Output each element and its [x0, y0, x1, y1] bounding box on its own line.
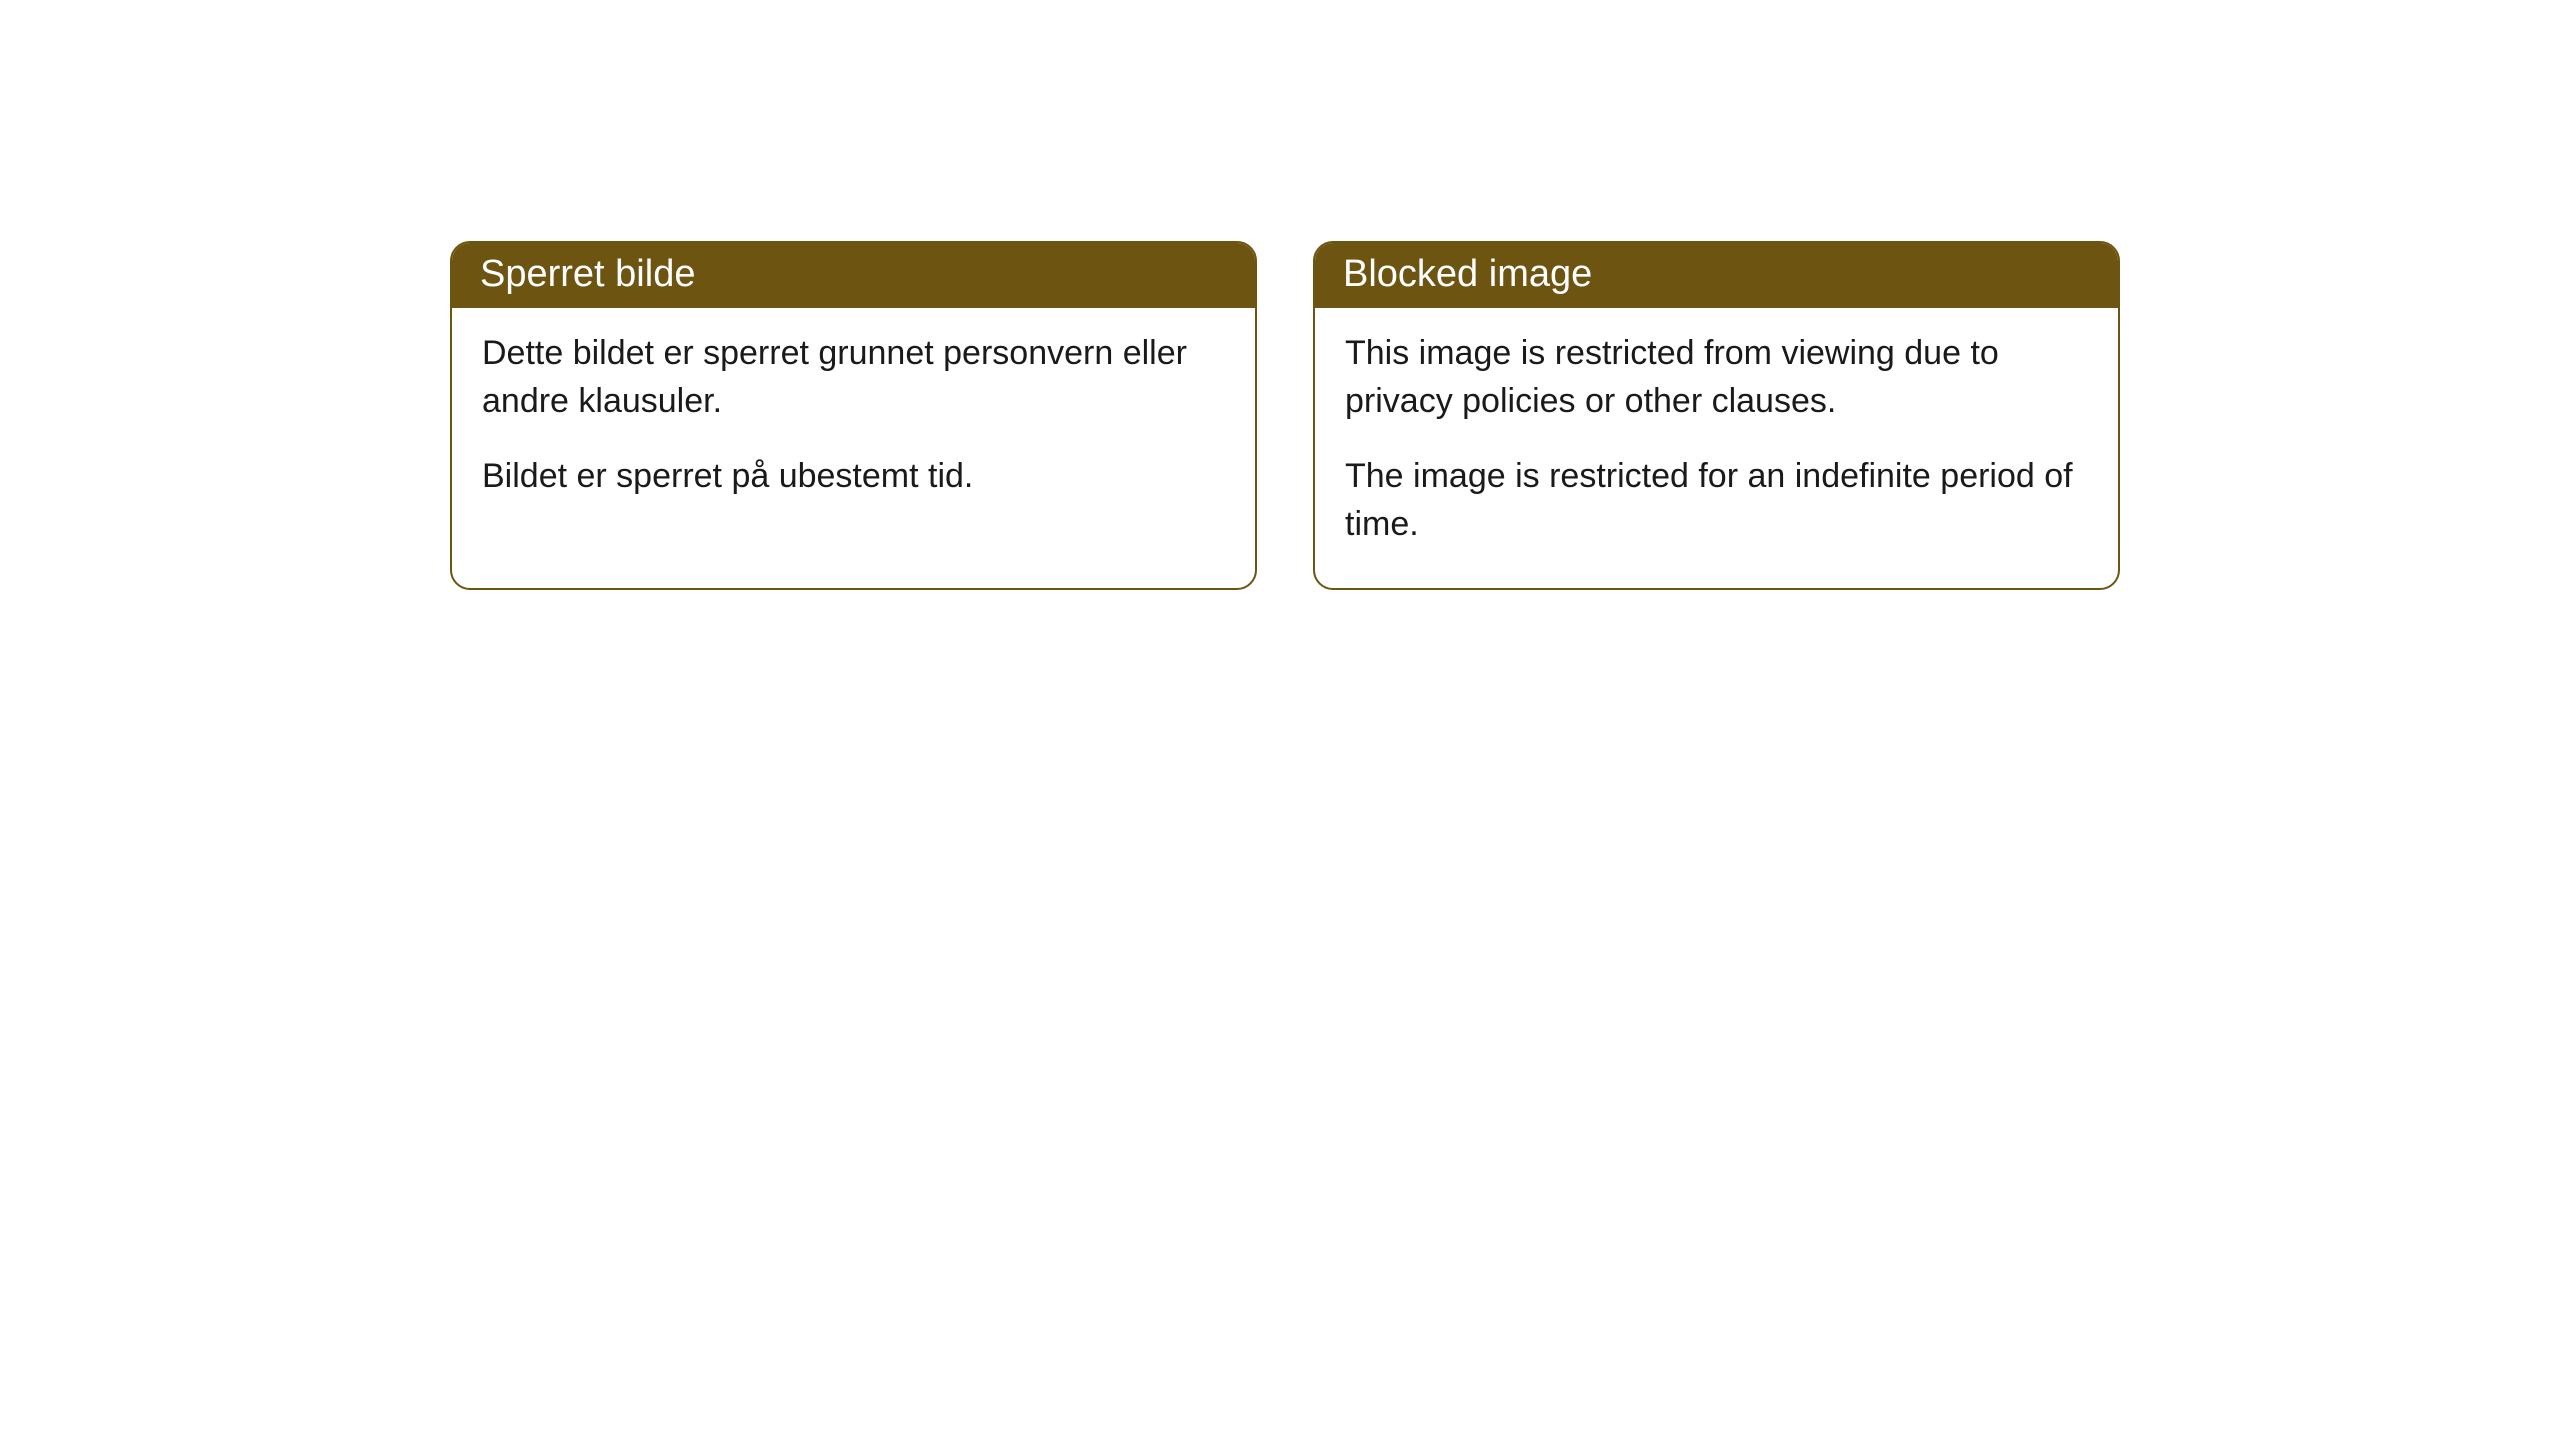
notice-cards-container: Sperret bilde Dette bildet er sperret gr…: [450, 241, 2120, 590]
card-paragraph: Bildet er sperret på ubestemt tid.: [482, 453, 1225, 501]
card-body: Dette bildet er sperret grunnet personve…: [452, 308, 1255, 541]
blocked-image-card-en: Blocked image This image is restricted f…: [1313, 241, 2120, 590]
card-paragraph: This image is restricted from viewing du…: [1345, 330, 2088, 425]
card-title: Sperret bilde: [480, 253, 695, 295]
card-paragraph: Dette bildet er sperret grunnet personve…: [482, 330, 1225, 425]
card-header: Blocked image: [1315, 243, 2118, 308]
card-header: Sperret bilde: [452, 243, 1255, 308]
blocked-image-card-no: Sperret bilde Dette bildet er sperret gr…: [450, 241, 1257, 590]
card-body: This image is restricted from viewing du…: [1315, 308, 2118, 588]
card-paragraph: The image is restricted for an indefinit…: [1345, 453, 2088, 548]
card-title: Blocked image: [1343, 253, 1592, 295]
